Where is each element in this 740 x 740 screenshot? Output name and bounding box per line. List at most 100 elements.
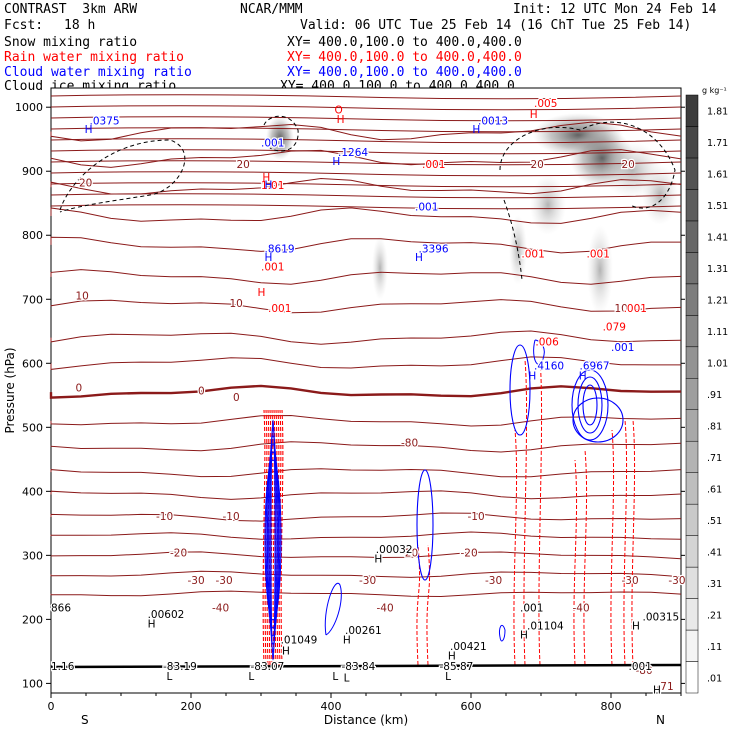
- extrema-label: .001: [629, 661, 652, 673]
- high-low-marker: H: [415, 252, 423, 264]
- isotherm-line: [50, 531, 682, 540]
- cloud-ice-contour: [499, 121, 676, 209]
- colorbar-swatch: [685, 126, 699, 159]
- y-tick-label: 400: [22, 485, 43, 498]
- colorbar-label: 1.81: [707, 107, 728, 118]
- colorbar-swatch: [685, 661, 699, 694]
- extrema-label: L: [445, 671, 451, 683]
- isotherm-line: [50, 160, 682, 166]
- colorbar-swatch: [685, 440, 699, 473]
- field-xy-snow: XY= 400.0,100.0 to 400.0,400.0: [287, 35, 522, 50]
- cloud-water-contour: [571, 369, 609, 441]
- rain-label: .001: [587, 249, 610, 261]
- x-tick-label: 800: [601, 700, 622, 713]
- extrema-label: .01104: [527, 621, 564, 633]
- y-tick-label: 200: [22, 613, 43, 626]
- extrema-label: L: [344, 672, 350, 684]
- isotherm-line: [50, 330, 682, 345]
- temperature-label: 10: [76, 290, 89, 302]
- cloud-water-contour: [533, 339, 545, 365]
- rain-label: .001: [521, 249, 544, 261]
- colorbar-swatch: [685, 598, 699, 631]
- field-label-cloud-water: Cloud water mixing ratio: [4, 65, 192, 80]
- colorbar: .01 .11 .21 .31 .41 .51 .61 .71 .81 .91 1.01 1.11 1.…: [685, 86, 728, 694]
- temperature-label: 20: [79, 178, 92, 190]
- field-label-snow: Snow mixing ratio: [4, 35, 138, 50]
- colorbar-swatch: [685, 94, 699, 127]
- snow-shade-4: [372, 236, 388, 300]
- temperature-label: -20: [461, 548, 478, 560]
- colorbar-label: .81: [707, 421, 722, 432]
- high-low-marker: H: [265, 252, 273, 264]
- rain-contour: [623, 419, 628, 666]
- field-xy-cloud-water: XY= 400.0,100.0 to 400.0,400.0: [287, 65, 522, 80]
- extrema-label: .00261: [345, 625, 382, 637]
- cloud-water-label: .0375: [90, 115, 120, 127]
- colorbar-swatch: [685, 566, 699, 599]
- cloud-water-label: .1264: [338, 147, 368, 159]
- x-axis-title: Distance (km): [324, 713, 408, 727]
- isotherm-line: [50, 414, 682, 427]
- y-tick-label: 900: [22, 165, 43, 178]
- isotherm-line: [50, 356, 681, 370]
- high-low-marker: O: [335, 105, 343, 117]
- temperature-label: -20: [170, 548, 187, 560]
- cloud-water-contour: [324, 582, 342, 636]
- snow-shade-6: [587, 225, 613, 315]
- cloud-water-label: .6967: [580, 361, 610, 373]
- colorbar-swatch: [685, 378, 699, 410]
- y-tick-label: 600: [22, 357, 43, 370]
- rain-contour: [272, 409, 276, 666]
- cloud-ice-contour: [263, 115, 299, 152]
- isotherm-line: [50, 177, 682, 195]
- cloud-water-contour: [416, 469, 434, 581]
- extrema-label: L: [167, 671, 173, 683]
- extrema-label: .00315: [643, 612, 680, 624]
- extrema-label: -83.84: [342, 661, 376, 673]
- colorbar-label: 1.41: [707, 233, 728, 244]
- north-label: N: [656, 713, 665, 727]
- rain-contour: [610, 429, 615, 666]
- high-low-marker: H: [262, 172, 270, 184]
- cloud-water-label: .001: [611, 342, 634, 354]
- extrema-label: -83.07: [251, 661, 285, 673]
- colorbar-swatch: [685, 346, 699, 379]
- colorbar-label: 1.61: [707, 170, 728, 181]
- model-title: CONTRAST 3km ARW: [4, 2, 138, 17]
- high-low-marker: H: [472, 124, 480, 136]
- high-low-marker: H: [579, 370, 587, 382]
- y-tick-label: 1000: [15, 101, 43, 114]
- rain-contour: [538, 359, 543, 666]
- field-label-rain: Rain water mixing ratio: [4, 50, 185, 65]
- temperature-label: -20: [401, 548, 418, 560]
- colorbar-label: .71: [707, 453, 722, 464]
- colorbar-label: .41: [707, 547, 722, 558]
- cloud-water-contour: [582, 384, 598, 426]
- high-low-marker: H: [265, 180, 273, 192]
- x-tick-label: 200: [181, 700, 202, 713]
- high-low-marker: H: [332, 156, 340, 168]
- temperature-label: 10: [615, 303, 628, 315]
- x-tick-label: 400: [321, 700, 342, 713]
- ground-line: [50, 663, 682, 669]
- forecast-label: Fcst:: [4, 18, 44, 33]
- init-time: Init: 12 UTC Mon 24 Feb 14: [513, 2, 717, 17]
- isotherm-line: [50, 171, 682, 177]
- colorbar-label: .51: [707, 516, 722, 527]
- temperature-label: 0: [76, 382, 83, 394]
- isotherm-line: [50, 490, 682, 500]
- temperature-label: -30: [485, 575, 502, 587]
- extrema-label: H: [653, 685, 661, 697]
- isotherm-line: [50, 269, 682, 285]
- cloud-ice-contour: [59, 139, 186, 213]
- isotherm-line: [50, 468, 682, 478]
- field-xy-rain: XY= 400.0,100.0 to 400.0,400.0: [287, 50, 522, 65]
- extrema-label: 866: [51, 603, 71, 615]
- cloud-water-contour: [509, 344, 531, 436]
- cloud-water-label: .3396: [419, 244, 449, 256]
- extrema-label: -83.19: [163, 661, 197, 673]
- contour-labels: -10 -10 -20 -30 -30 -40 -40 -30 -30 -40 -30 -30 -10 -…: [50, 97, 687, 698]
- cloud-ice-contour: [503, 199, 523, 281]
- colorbar-swatch: [685, 283, 699, 316]
